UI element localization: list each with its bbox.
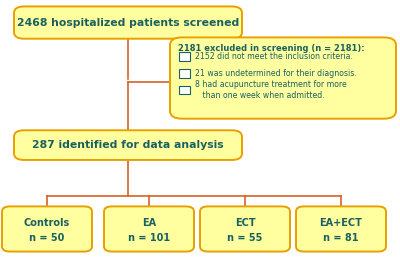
- Text: n = 50: n = 50: [29, 233, 65, 243]
- Text: 8 had acupuncture treatment for more
   than one week when admitted.: 8 had acupuncture treatment for more tha…: [195, 80, 346, 100]
- FancyBboxPatch shape: [296, 206, 386, 252]
- Text: EA+ECT: EA+ECT: [320, 217, 362, 228]
- FancyBboxPatch shape: [14, 130, 242, 160]
- Text: ECT: ECT: [235, 217, 255, 228]
- FancyBboxPatch shape: [104, 206, 194, 252]
- Text: n = 81: n = 81: [323, 233, 359, 243]
- FancyBboxPatch shape: [200, 206, 290, 252]
- FancyBboxPatch shape: [2, 206, 92, 252]
- Text: 2468 hospitalized patients screened: 2468 hospitalized patients screened: [17, 18, 239, 28]
- Bar: [179, 52, 190, 61]
- Text: Controls: Controls: [24, 217, 70, 228]
- Text: 2181 excluded in screening (n = 2181):: 2181 excluded in screening (n = 2181):: [178, 44, 365, 53]
- Bar: [179, 86, 190, 94]
- Text: 2152 did not meet the inclusion criteria.: 2152 did not meet the inclusion criteria…: [195, 52, 353, 61]
- Text: 287 identified for data analysis: 287 identified for data analysis: [32, 140, 224, 150]
- Bar: [179, 69, 190, 78]
- FancyBboxPatch shape: [170, 37, 396, 119]
- Text: EA: EA: [142, 217, 156, 228]
- Text: n = 101: n = 101: [128, 233, 170, 243]
- Text: n = 55: n = 55: [227, 233, 263, 243]
- FancyBboxPatch shape: [14, 6, 242, 39]
- Text: 21 was undetermined for their diagnosis.: 21 was undetermined for their diagnosis.: [195, 69, 357, 78]
